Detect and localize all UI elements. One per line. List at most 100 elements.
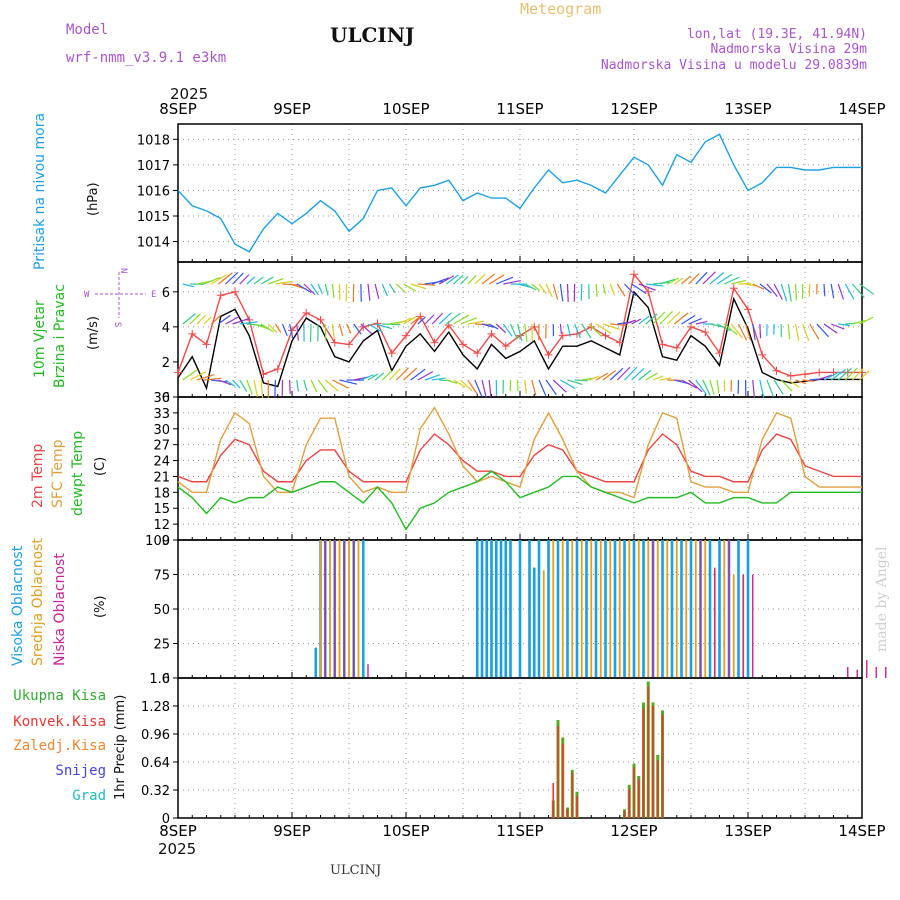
gust-point	[687, 322, 695, 331]
wind-direction-arrow	[317, 379, 329, 393]
cloud-bar	[485, 540, 489, 678]
cloud-bar	[704, 540, 707, 678]
wind-direction-arrow	[724, 276, 740, 285]
wind-direction-arrow	[396, 367, 409, 381]
wind-direction-arrow	[631, 318, 642, 325]
cloud-bar	[361, 540, 365, 678]
cloud-bar	[528, 540, 531, 678]
wind-direction-arrow	[324, 323, 327, 341]
wind-direction-arrow	[481, 273, 495, 285]
series-line-dewpt-temp	[177, 470, 862, 531]
wind-direction-arrow	[388, 283, 396, 294]
wind-direction-arrow	[531, 283, 541, 292]
wind-direction-arrow	[267, 323, 278, 334]
wind-direction-arrow	[631, 283, 647, 295]
cloud-bar	[494, 540, 498, 678]
wind-direction-arrow	[296, 379, 299, 392]
wind-direction-arrow	[488, 379, 492, 398]
cloud-title-2: Srednja Oblacnost	[30, 538, 46, 666]
wind-direction-arrow	[702, 271, 716, 285]
cloud-bar	[490, 540, 493, 678]
wind-direction-arrow	[538, 379, 547, 396]
cloud-bar	[348, 540, 350, 678]
wind-direction-arrow	[652, 375, 664, 381]
wind-direction-arrow	[830, 368, 847, 381]
wind-direction-arrow	[410, 316, 421, 325]
wind-title-2: Brzina i Pravac	[52, 284, 68, 388]
gust-point	[544, 350, 553, 359]
gust-point	[387, 349, 396, 358]
wind-direction-arrow	[624, 283, 637, 297]
wind-direction-arrow	[816, 374, 833, 381]
cloud-title-1: Visoka Oblacnost	[10, 545, 26, 666]
gust-point	[473, 349, 482, 358]
wind-direction-arrow	[218, 272, 233, 285]
wind-direction-arrow	[474, 379, 483, 397]
cloud-bar	[580, 540, 583, 678]
wind-direction-arrow	[438, 275, 455, 285]
wind-direction-arrow	[274, 323, 282, 333]
y-tick-label: 0.96	[141, 728, 170, 743]
wind-direction-arrow	[759, 323, 762, 339]
gust-point	[259, 370, 268, 379]
gust-point	[701, 328, 710, 337]
wind-direction-arrow	[417, 283, 436, 286]
cloud-bar	[623, 540, 626, 678]
cloud-bar	[675, 540, 678, 678]
gust-point	[231, 287, 239, 296]
gust-point	[302, 308, 311, 317]
wind-direction-arrow	[410, 368, 426, 381]
cloud-bar	[556, 540, 560, 678]
cloud-bar	[637, 540, 640, 678]
wind-direction-arrow	[453, 314, 470, 325]
wind-direction-arrow	[446, 379, 458, 384]
wind-direction-arrow	[524, 283, 537, 291]
gust-point	[843, 368, 852, 377]
cloud-bar	[746, 540, 750, 678]
cloud-bar	[552, 540, 555, 678]
gust-point	[402, 331, 410, 340]
wind-direction-arrow	[823, 283, 826, 297]
precip-bar	[628, 789, 631, 818]
cloud-bar	[585, 540, 588, 678]
precip-bar	[557, 726, 559, 818]
cloud-bar	[566, 540, 569, 678]
wind-direction-arrow	[460, 276, 469, 285]
legend-convective: Konvek.Kisa	[13, 714, 106, 730]
cloud-bar	[618, 540, 621, 678]
wind-direction-arrow	[467, 275, 477, 285]
wind-direction-arrow	[652, 311, 666, 325]
gust-point	[430, 338, 439, 347]
wind-direction-arrow	[794, 323, 800, 341]
cloud-bar	[367, 664, 369, 678]
cloud-bar	[504, 540, 508, 678]
wind-direction-arrow	[289, 323, 294, 339]
wind-direction-arrow	[246, 379, 253, 395]
wind-direction-arrow	[196, 314, 207, 325]
cloud-bar	[590, 540, 593, 678]
wind-direction-arrow	[218, 379, 232, 386]
wind-direction-arrow	[645, 283, 664, 287]
cloud-bar	[324, 540, 326, 678]
wind-ylabel: (m/s)	[86, 316, 101, 350]
y-tick-label: 24	[153, 455, 170, 470]
compass-w: W	[84, 290, 90, 300]
wind-direction-arrow	[859, 316, 874, 325]
x-date-label-top: 10SEP	[382, 100, 429, 118]
wind-direction-arrow	[460, 317, 478, 325]
wind-direction-arrow	[688, 379, 703, 393]
x-date-label-top: 11SEP	[496, 100, 543, 118]
wind-direction-arrow	[431, 277, 450, 285]
y-tick-label: 25	[153, 638, 170, 653]
wind-direction-arrow	[189, 313, 201, 325]
wind-direction-arrow	[844, 367, 858, 381]
wind-direction-arrow	[616, 366, 631, 381]
model-name: wrf-nmm_v3.9.1 e3km	[66, 50, 226, 66]
wind-direction-arrow	[367, 283, 371, 301]
panels: 1014101510161017101802469121518212427303…	[137, 100, 887, 840]
gust-point	[459, 340, 467, 349]
year-top: 2025	[170, 85, 208, 103]
wind-direction-arrow	[752, 283, 765, 290]
compass-icon: N S W E	[84, 268, 156, 327]
wind-direction-arrow	[381, 370, 393, 381]
